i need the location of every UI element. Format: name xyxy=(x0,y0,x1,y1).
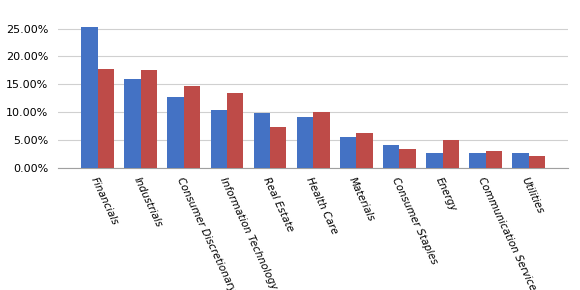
Bar xyxy=(97,69,114,168)
Bar xyxy=(443,140,459,168)
Bar xyxy=(253,113,270,168)
Bar xyxy=(270,127,287,168)
Bar xyxy=(469,153,485,168)
Bar xyxy=(356,133,373,168)
Bar xyxy=(168,97,184,168)
Bar xyxy=(426,153,443,168)
Bar xyxy=(529,156,545,168)
Bar xyxy=(184,86,200,168)
Bar xyxy=(400,149,416,168)
Bar xyxy=(81,27,97,168)
Bar xyxy=(340,137,356,168)
Bar xyxy=(383,145,400,168)
Bar xyxy=(512,153,529,168)
Bar xyxy=(211,110,227,168)
Bar xyxy=(141,70,157,168)
Bar xyxy=(313,112,329,168)
Bar xyxy=(485,151,502,168)
Bar xyxy=(124,79,141,168)
Bar xyxy=(297,117,313,168)
Bar xyxy=(227,93,244,168)
